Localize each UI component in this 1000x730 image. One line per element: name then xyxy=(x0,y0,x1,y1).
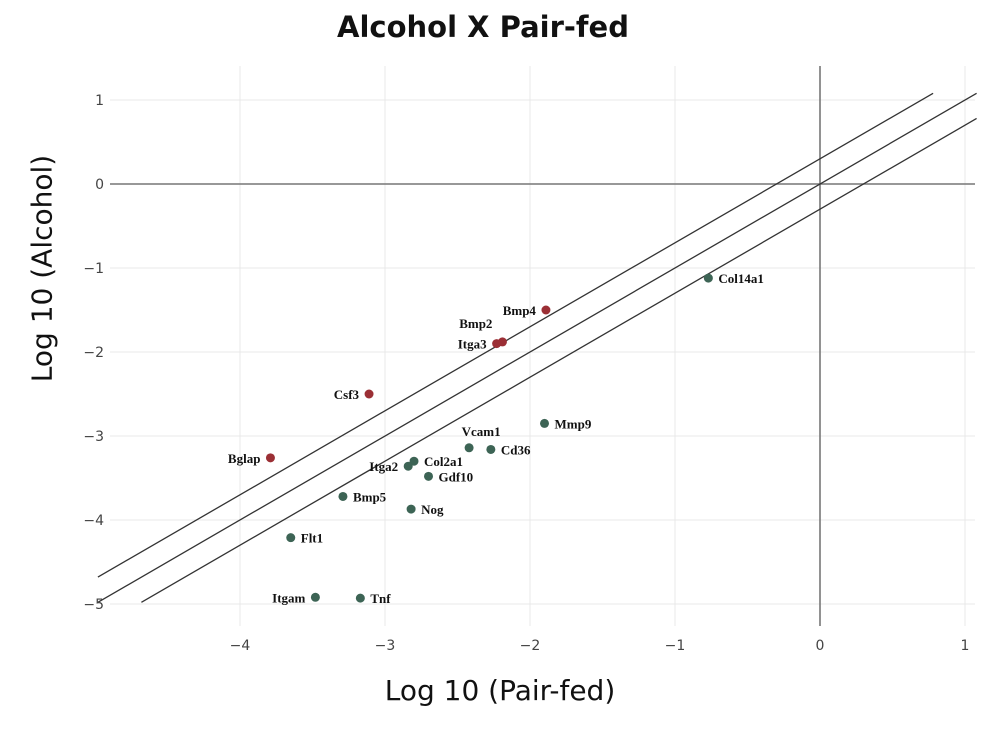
point-label: Col2a1 xyxy=(424,454,463,469)
reference-line xyxy=(97,92,977,603)
point-label: Nog xyxy=(421,502,444,517)
data-point xyxy=(364,389,374,399)
point-label: Bmp5 xyxy=(353,489,387,504)
y-axis-label: Log 10 (Alcohol) xyxy=(25,154,59,383)
y-tick-label: −1 xyxy=(83,261,104,277)
reference-line xyxy=(97,92,934,578)
y-tick-label: −4 xyxy=(83,513,104,529)
point-label: Csf3 xyxy=(334,387,360,402)
data-point xyxy=(540,418,549,428)
reference-line xyxy=(141,117,977,603)
data-point xyxy=(424,471,433,481)
point-label: Itga3 xyxy=(458,337,487,352)
data-point xyxy=(406,504,416,514)
y-tick-label: −2 xyxy=(83,345,104,361)
data-point xyxy=(486,444,496,454)
data-point xyxy=(703,273,713,283)
point-label: Bmp4 xyxy=(503,303,537,318)
point-label: Mmp9 xyxy=(555,416,592,431)
data-point xyxy=(541,305,551,315)
y-tick-label: 0 xyxy=(95,177,104,193)
data-point xyxy=(338,491,348,501)
x-tick-label: −3 xyxy=(375,638,396,654)
data-point xyxy=(310,592,320,602)
point-label: Tnf xyxy=(370,591,391,606)
chart-title: Alcohol X Pair-fed xyxy=(337,10,629,44)
data-point xyxy=(409,456,419,466)
reference-lines xyxy=(97,92,977,603)
tick-labels: −4 −3 −2 −1 0 1 1 0 −1 −2 −3 −4 −5 xyxy=(83,93,969,654)
x-tick-label: −4 xyxy=(230,638,251,654)
data-point xyxy=(464,443,474,453)
data-point xyxy=(265,453,275,463)
point-label: Flt1 xyxy=(301,531,323,546)
point-label: Gdf10 xyxy=(439,469,474,484)
data-point xyxy=(286,533,296,543)
x-tick-label: 0 xyxy=(816,638,825,654)
point-label: Col14a1 xyxy=(718,271,764,286)
point-label: Cd36 xyxy=(501,442,531,457)
grid-lines xyxy=(110,66,975,626)
x-tick-label: −2 xyxy=(520,638,541,654)
point-label: Bmp2 xyxy=(459,316,492,331)
x-tick-label: 1 xyxy=(961,638,970,654)
point-label: Bglap xyxy=(228,451,261,466)
data-points xyxy=(265,273,713,603)
data-point xyxy=(355,593,365,603)
y-tick-label: −5 xyxy=(83,597,104,613)
point-label: Vcam1 xyxy=(462,424,501,439)
point-label: Itgam xyxy=(272,590,305,605)
point-label: Itga2 xyxy=(369,459,398,474)
data-point xyxy=(492,339,502,349)
x-axis-label: Log 10 (Pair-fed) xyxy=(384,674,616,707)
data-point xyxy=(403,461,413,471)
y-tick-label: 1 xyxy=(95,93,104,109)
x-tick-label: −1 xyxy=(665,638,686,654)
y-tick-label: −3 xyxy=(83,429,104,445)
